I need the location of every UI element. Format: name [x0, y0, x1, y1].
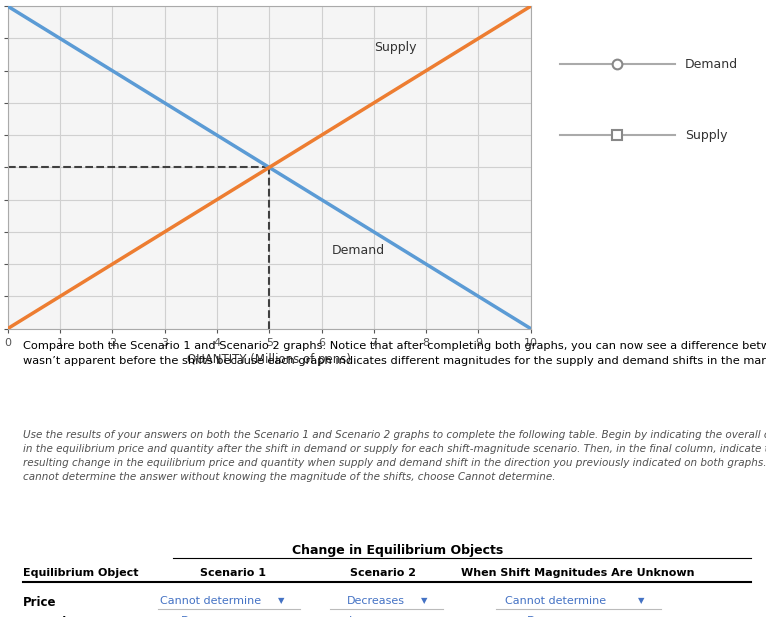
Text: ▼: ▼ — [638, 616, 645, 617]
Text: Cannot determine: Cannot determine — [505, 596, 606, 607]
Text: Scenario 1: Scenario 1 — [200, 568, 266, 578]
Text: Change in Equilibrium Objects: Change in Equilibrium Objects — [293, 544, 503, 557]
Text: Use the results of your answers on both the Scenario 1 and Scenario 2 graphs to : Use the results of your answers on both … — [23, 430, 766, 482]
Text: Demand: Demand — [685, 58, 738, 71]
Text: Price: Price — [23, 596, 56, 610]
Text: ▼: ▼ — [421, 596, 427, 605]
Text: Supply: Supply — [374, 41, 417, 54]
Text: ▼: ▼ — [278, 616, 284, 617]
Text: Cannot determine: Cannot determine — [160, 596, 261, 607]
X-axis label: QUANTITY (Millions of pens): QUANTITY (Millions of pens) — [187, 354, 352, 366]
Text: Compare both the Scenario 1 and Scenario 2 graphs. Notice that after completing : Compare both the Scenario 1 and Scenario… — [23, 341, 766, 366]
Text: Quantity: Quantity — [23, 616, 80, 617]
Text: Demand: Demand — [332, 244, 385, 257]
Text: ▼: ▼ — [278, 596, 284, 605]
Text: Decreases: Decreases — [527, 616, 584, 617]
Text: ▼: ▼ — [421, 616, 427, 617]
Text: Decreases: Decreases — [346, 596, 404, 607]
Text: ▼: ▼ — [638, 596, 645, 605]
Text: Supply: Supply — [685, 129, 728, 142]
Text: Increases: Increases — [349, 616, 402, 617]
Text: When Shift Magnitudes Are Unknown: When Shift Magnitudes Are Unknown — [461, 568, 695, 578]
Text: Decreases: Decreases — [182, 616, 239, 617]
Text: Scenario 2: Scenario 2 — [350, 568, 416, 578]
Text: Equilibrium Object: Equilibrium Object — [23, 568, 138, 578]
